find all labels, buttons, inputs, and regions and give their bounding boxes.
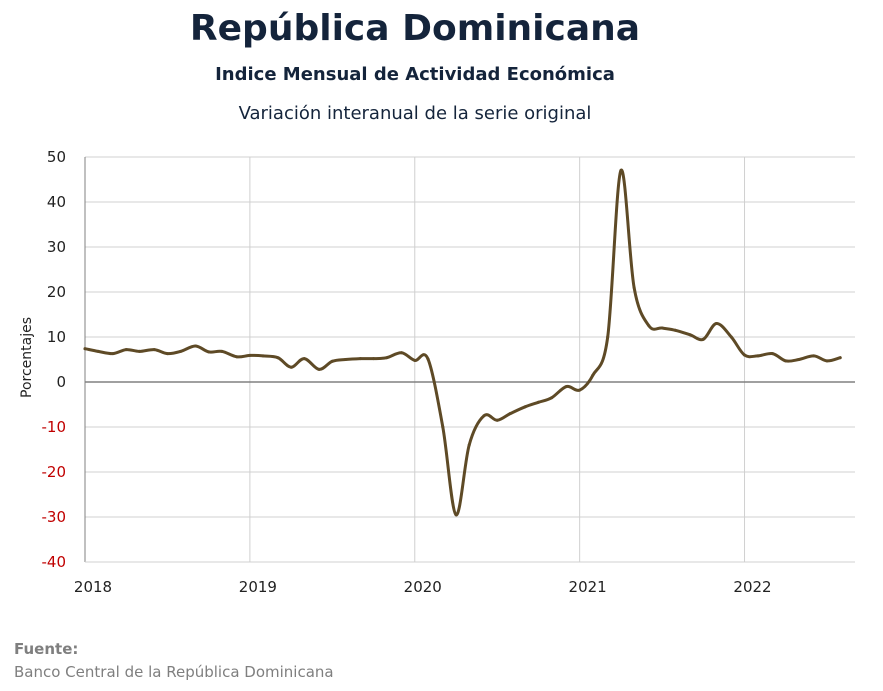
data-point [248, 353, 252, 357]
data-point [220, 349, 224, 353]
data-point [508, 412, 512, 415]
data-point [111, 352, 115, 356]
chart-subtitle: Indice Mensual de Actividad Económica [215, 64, 615, 85]
data-point [372, 357, 375, 361]
data-point [413, 358, 417, 362]
x-tick-label: 2021 [569, 578, 607, 596]
data-point [330, 359, 334, 363]
data-point [729, 335, 733, 339]
data-point [771, 352, 775, 356]
data-point [578, 388, 582, 392]
data-point [591, 373, 595, 377]
data-point [454, 513, 458, 517]
data-point [400, 351, 404, 355]
y-tick-label: 40 [47, 193, 66, 211]
axes [84, 157, 855, 563]
data-point [632, 286, 636, 289]
data-point [358, 357, 362, 361]
tick-labels: 50 40 30 20 10 0 -10 -20 -30 -40 2018 2019 2020 2021 2… [19, 148, 772, 596]
x-tick-label: 2022 [733, 578, 771, 596]
gridlines [84, 156, 855, 563]
line-chart: 50 40 30 20 10 0 -10 -20 -30 -40 2018 2019 2020 2021 2… [19, 148, 855, 596]
data-point [797, 358, 801, 361]
y-tick-label: 20 [47, 283, 66, 301]
data-point [302, 357, 306, 361]
data-point [495, 418, 499, 422]
data-point [276, 356, 280, 360]
page-title: República Dominicana [189, 8, 641, 49]
data-point [647, 324, 651, 328]
y-tick-label: 10 [47, 328, 66, 346]
data-point [194, 344, 197, 348]
data-point [426, 357, 430, 361]
data-point [619, 169, 623, 172]
data-point [743, 353, 746, 357]
data-point [179, 349, 183, 353]
data-point [482, 414, 486, 418]
data-point [550, 396, 554, 400]
source-label: Fuente: [14, 640, 79, 658]
data-point [838, 356, 842, 360]
data-point [83, 347, 87, 351]
data-point [207, 350, 211, 354]
y-tick-label: -30 [42, 508, 67, 526]
data-point [235, 355, 239, 359]
data-point [467, 443, 471, 447]
y-tick-label: -40 [42, 553, 67, 571]
data-point [756, 354, 760, 358]
data-point [606, 335, 610, 339]
data-point [124, 348, 128, 352]
data-point [165, 352, 169, 356]
data-point [152, 348, 156, 352]
data-point [289, 365, 293, 369]
data-point [825, 359, 829, 363]
data-point [385, 356, 389, 360]
data-point [137, 349, 141, 353]
series-line [83, 168, 842, 517]
x-tick-label: 2019 [239, 578, 277, 596]
x-tick-label: 2020 [404, 578, 442, 596]
y-tick-label: -20 [42, 463, 67, 481]
series-layer [83, 168, 842, 517]
y-tick-label: 50 [47, 148, 66, 166]
source-text: Banco Central de la República Dominicana [14, 663, 334, 681]
data-point [523, 405, 527, 409]
data-point [441, 425, 445, 429]
data-point [660, 326, 664, 330]
data-point [96, 349, 100, 353]
chart-description: Variación interanual de la serie origina… [238, 103, 592, 124]
y-tick-label: 0 [56, 373, 66, 391]
data-point [565, 385, 568, 388]
data-point [688, 333, 692, 337]
data-point [812, 354, 816, 358]
data-point [784, 359, 788, 363]
data-point [317, 367, 321, 371]
data-point [715, 322, 718, 325]
data-point [344, 358, 347, 361]
data-point [536, 400, 540, 404]
data-point [261, 354, 265, 358]
y-axis-label: Porcentajes [19, 317, 35, 398]
data-point [673, 328, 677, 332]
y-tick-label: -10 [42, 418, 67, 436]
y-tick-label: 30 [47, 238, 66, 256]
data-point [701, 337, 705, 341]
x-tick-label: 2018 [74, 578, 112, 596]
